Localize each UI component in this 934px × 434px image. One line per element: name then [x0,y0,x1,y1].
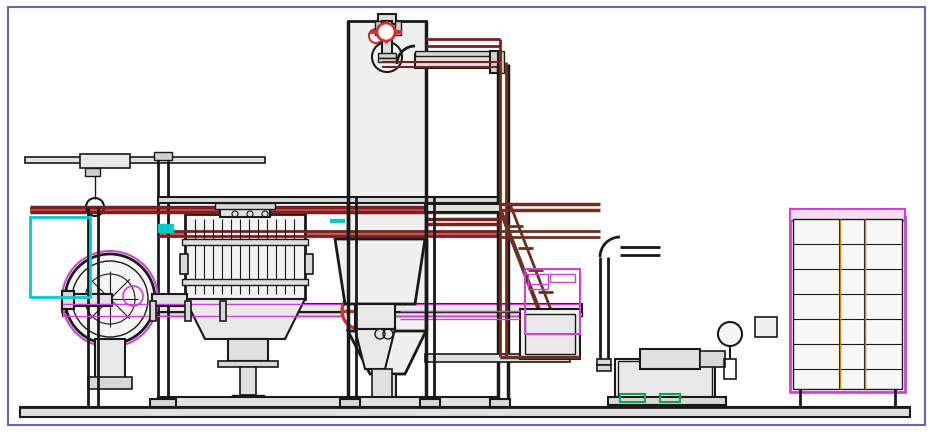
Bar [25,158,265,164]
Bar [597,365,611,371]
Bar [425,354,570,362]
Bar [415,52,495,57]
Bar [700,351,725,367]
Bar [158,224,173,233]
Bar [525,314,575,354]
Bar [528,274,548,289]
Bar [182,240,308,246]
Circle shape [372,43,402,73]
Bar [420,399,440,407]
Bar [62,291,74,309]
Bar [20,407,910,417]
Bar [182,279,308,285]
Bar [218,361,278,367]
Bar [372,369,392,399]
Bar [490,52,498,74]
Bar [220,207,270,217]
Bar [550,274,575,283]
Bar [425,204,500,213]
Bar [620,394,645,402]
Bar [185,301,191,321]
Circle shape [369,30,383,44]
Bar [660,394,680,402]
Bar [364,398,400,404]
Bar [724,359,736,379]
Bar [597,359,611,365]
Bar [185,214,305,299]
Bar [180,254,188,274]
Bar [85,169,100,177]
Bar [232,395,264,401]
Circle shape [65,254,155,344]
Bar [378,374,396,402]
Bar [348,22,426,331]
Bar [158,197,498,204]
Bar [790,217,905,392]
Bar [62,312,582,316]
Bar [80,155,130,169]
Bar [340,399,360,407]
Bar [370,401,404,407]
Circle shape [375,329,385,339]
Bar [62,304,582,312]
Bar [355,304,395,329]
Bar [415,55,495,69]
Polygon shape [355,329,395,369]
Bar [30,207,500,213]
Bar [525,270,580,334]
Bar [378,54,396,59]
Circle shape [718,322,742,346]
Bar [154,153,172,161]
Bar [490,399,510,407]
Bar [220,301,226,321]
Bar [395,22,401,36]
Bar [68,294,112,306]
Bar [378,59,396,63]
Bar [755,317,777,337]
Bar [615,359,715,399]
Bar [382,22,392,57]
Polygon shape [348,331,426,374]
Bar [215,204,275,210]
Bar [520,309,580,359]
Bar [375,22,381,36]
Bar [150,301,156,321]
Bar [158,397,498,407]
Bar [240,367,256,395]
Bar [158,231,500,237]
Circle shape [377,24,395,42]
Bar [95,339,125,379]
Bar [88,377,132,389]
Bar [378,15,396,25]
Bar [374,30,382,44]
Bar [30,217,90,297]
Bar [498,52,504,74]
Bar [305,254,313,274]
Bar [640,349,700,369]
Bar [150,399,176,407]
Bar [608,397,726,405]
Bar [152,294,187,306]
Circle shape [342,293,378,329]
Bar [618,361,712,397]
Bar [790,210,905,221]
Bar [228,339,268,361]
Bar [793,220,902,389]
Polygon shape [185,299,305,339]
Polygon shape [335,240,425,304]
